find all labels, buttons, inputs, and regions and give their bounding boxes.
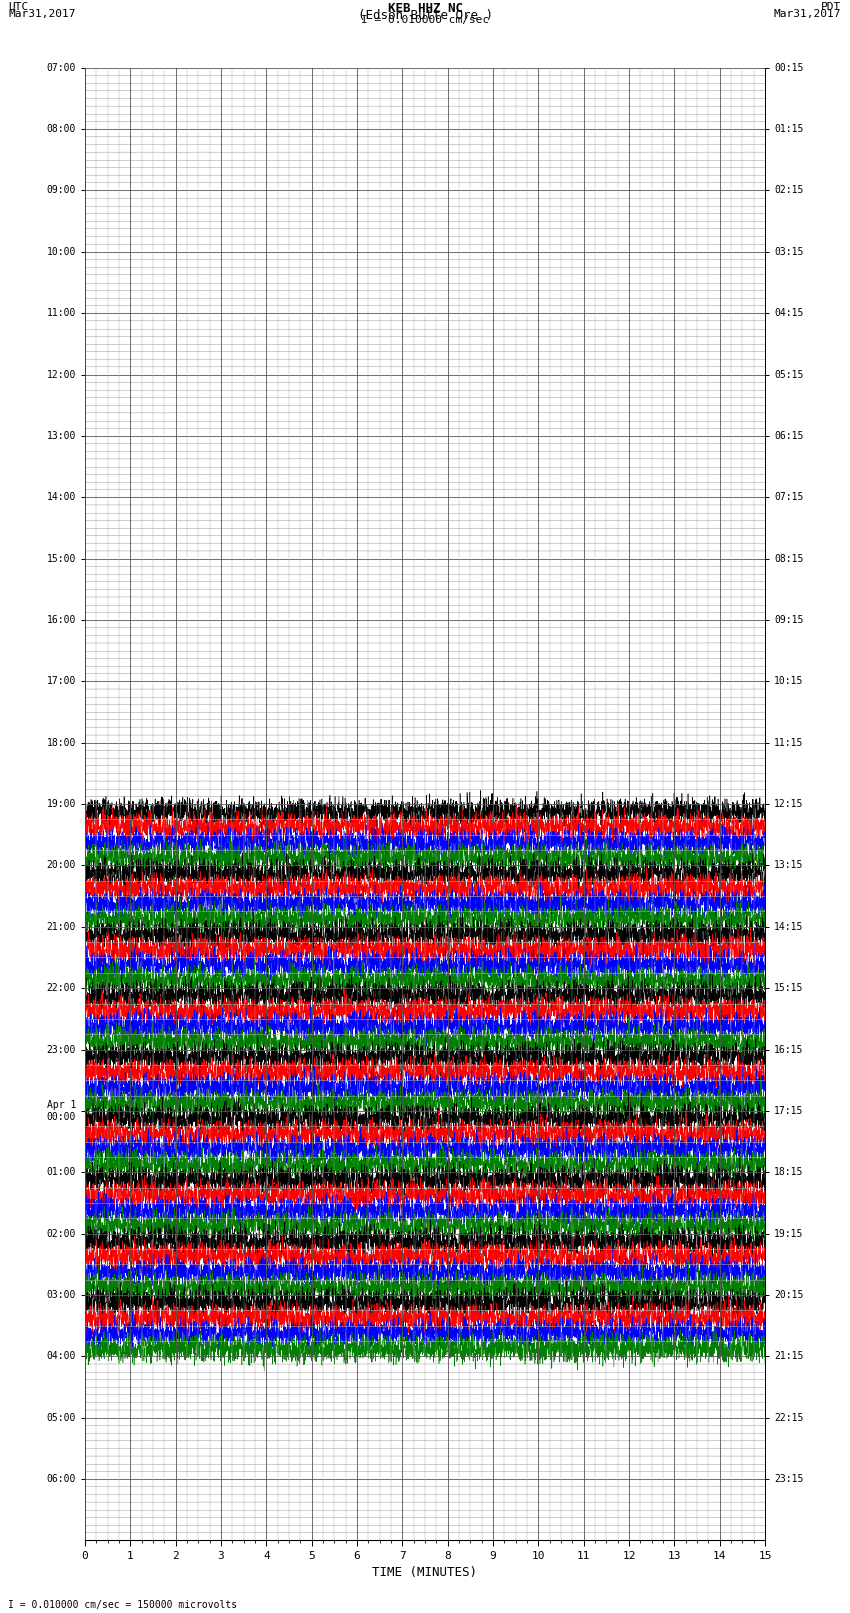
Text: Mar31,2017: Mar31,2017: [774, 10, 842, 19]
Text: I = 0.010000 cm/sec = 150000 microvolts: I = 0.010000 cm/sec = 150000 microvolts: [8, 1600, 238, 1610]
Text: KEB HHZ NC: KEB HHZ NC: [388, 3, 462, 16]
Text: UTC: UTC: [8, 3, 29, 13]
Text: I = 0.010000 cm/sec: I = 0.010000 cm/sec: [361, 16, 489, 26]
Text: (Edson Butte Ore ): (Edson Butte Ore ): [358, 10, 492, 23]
X-axis label: TIME (MINUTES): TIME (MINUTES): [372, 1566, 478, 1579]
Text: Mar31,2017: Mar31,2017: [8, 10, 76, 19]
Text: PDT: PDT: [821, 3, 842, 13]
